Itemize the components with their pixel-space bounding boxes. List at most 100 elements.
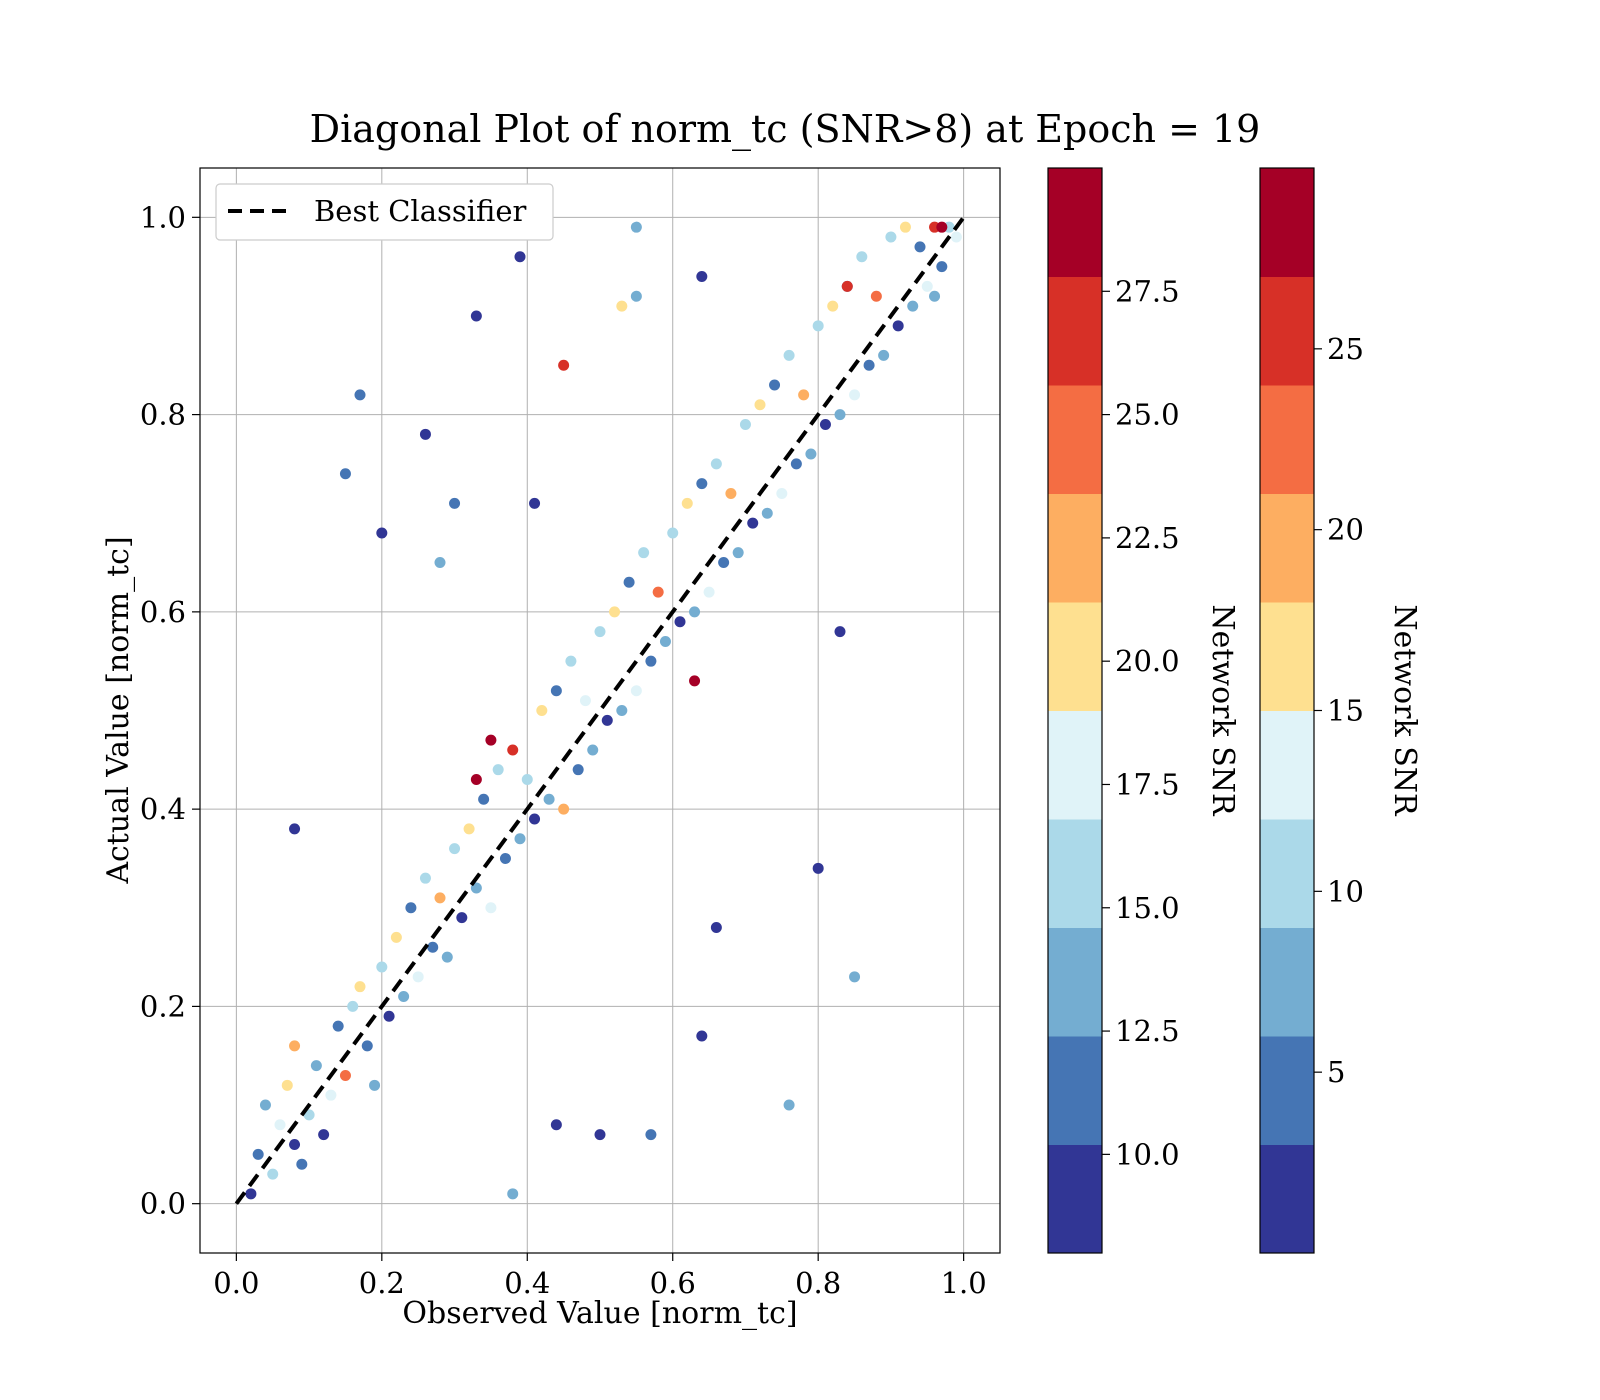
y-tick-label: 0.8	[140, 398, 186, 432]
colorbar-1-segment	[1048, 168, 1102, 277]
scatter-point	[638, 547, 650, 559]
colorbar-1-segment	[1048, 385, 1102, 494]
colorbar-2-label: Network SNR	[1387, 604, 1422, 817]
scatter-point	[434, 557, 446, 569]
colorbar-2-tick-label: 15	[1327, 694, 1364, 728]
colorbar-2-segment	[1260, 493, 1314, 603]
scatter-point	[427, 941, 439, 953]
scatter-point	[289, 1139, 301, 1150]
scatter-point	[441, 951, 453, 963]
scatter-point	[645, 1129, 657, 1141]
colorbar-2-tick-label: 25	[1327, 332, 1364, 366]
scatter-point	[718, 557, 730, 569]
colorbar-2-segment	[1260, 1036, 1314, 1145]
scatter-point	[550, 685, 562, 697]
colorbar-2-tick-label: 5	[1327, 1055, 1345, 1089]
scatter-point	[507, 744, 519, 756]
y-axis-ticks: 0.0 0.2 0.4 0.6 0.8 1.0	[140, 200, 200, 1221]
scatter-point	[805, 448, 817, 460]
scatter-point	[456, 912, 468, 924]
scatter-point	[470, 310, 482, 322]
chart-title: Diagonal Plot of norm_tc (SNR>8) at Epoc…	[310, 107, 1261, 152]
scatter-point	[689, 606, 701, 618]
scatter-point	[907, 300, 919, 312]
scatter-point	[812, 862, 824, 874]
scatter-point	[376, 527, 388, 539]
scatter-point	[550, 1119, 562, 1131]
scatter-point	[492, 764, 504, 776]
scatter-point	[739, 418, 751, 430]
scatter-point	[834, 626, 846, 638]
scatter-point	[419, 872, 431, 884]
scatter-point	[827, 300, 839, 312]
scatter-point	[354, 389, 366, 401]
scatter-point	[878, 349, 890, 361]
x-axis-ticks: 0.0 0.2 0.4 0.6 0.8 1.0	[213, 1253, 987, 1300]
scatter-point	[630, 290, 642, 302]
scatter-point	[594, 626, 606, 638]
scatter-point	[259, 1099, 271, 1111]
scatter-point	[470, 882, 482, 894]
scatter-point	[274, 1119, 286, 1131]
colorbar-1-label: Network SNR	[1205, 604, 1240, 817]
best-classifier-line	[234, 216, 966, 1205]
scatter-point	[936, 221, 948, 233]
colorbar-1: 10.0 12.5 15.0 17.5 20.0 22.5 25.0 27.5	[1047, 167, 1180, 1254]
grid	[200, 168, 1000, 1253]
scatter-point	[412, 971, 424, 983]
scatter-point	[681, 497, 693, 509]
scatter-point	[732, 547, 744, 559]
scatter-point	[507, 1188, 519, 1200]
colorbar-2-segment	[1260, 927, 1314, 1037]
scatter-point	[354, 981, 366, 993]
colorbar-2-segment	[1260, 710, 1314, 820]
colorbar-1-segment	[1048, 602, 1102, 711]
x-tick-label: 0.6	[650, 1266, 696, 1300]
scatter-point	[434, 892, 446, 904]
colorbar-2-segment	[1260, 602, 1314, 711]
colorbar-1-tick-label: 15.0	[1115, 891, 1180, 925]
scatter-point	[339, 1069, 351, 1081]
scatter-point	[667, 527, 679, 539]
scatter-point	[449, 843, 461, 855]
scatter-point	[347, 1000, 359, 1012]
scatter-point	[405, 902, 417, 914]
scatter-point	[463, 823, 475, 835]
scatter-point	[856, 251, 868, 263]
scatter-point	[929, 290, 941, 302]
scatter-point	[798, 389, 810, 401]
scatter-point	[325, 1089, 337, 1101]
scatter-point	[339, 468, 351, 480]
scatter-point	[710, 458, 722, 470]
scatter-point	[565, 655, 577, 667]
x-tick-label: 1.0	[941, 1266, 987, 1300]
scatter-point	[630, 685, 642, 697]
scatter-point	[703, 586, 715, 598]
scatter-point	[529, 813, 541, 825]
scatter-point	[390, 931, 402, 943]
scatter-point	[245, 1188, 257, 1200]
colorbar-2-segment	[1260, 168, 1314, 277]
scatter-point	[841, 280, 853, 292]
scatter-point	[361, 1040, 373, 1052]
scatter-point	[776, 488, 788, 499]
scatter-points	[245, 221, 962, 1200]
scatter-point	[812, 320, 824, 332]
colorbar-1-tick-label: 10.0	[1115, 1137, 1180, 1171]
scatter-point	[674, 616, 686, 628]
colorbar-1-tick-label: 22.5	[1115, 521, 1180, 555]
colorbar-2-tick-label: 10	[1327, 874, 1364, 908]
scatter-point	[616, 705, 628, 716]
scatter-point	[514, 251, 526, 263]
scatter-point	[616, 300, 628, 312]
scatter-point	[849, 389, 861, 401]
colorbar-2: 5 10 15 20 25	[1259, 167, 1364, 1254]
scatter-point	[514, 833, 526, 845]
scatter-point	[470, 774, 482, 786]
scatter-point	[696, 1030, 708, 1042]
scatter-point	[849, 971, 861, 983]
scatter-point	[594, 1129, 606, 1141]
scatter-point	[296, 1158, 308, 1170]
scatter-point	[449, 497, 461, 509]
y-tick-label: 0.2	[140, 989, 186, 1023]
